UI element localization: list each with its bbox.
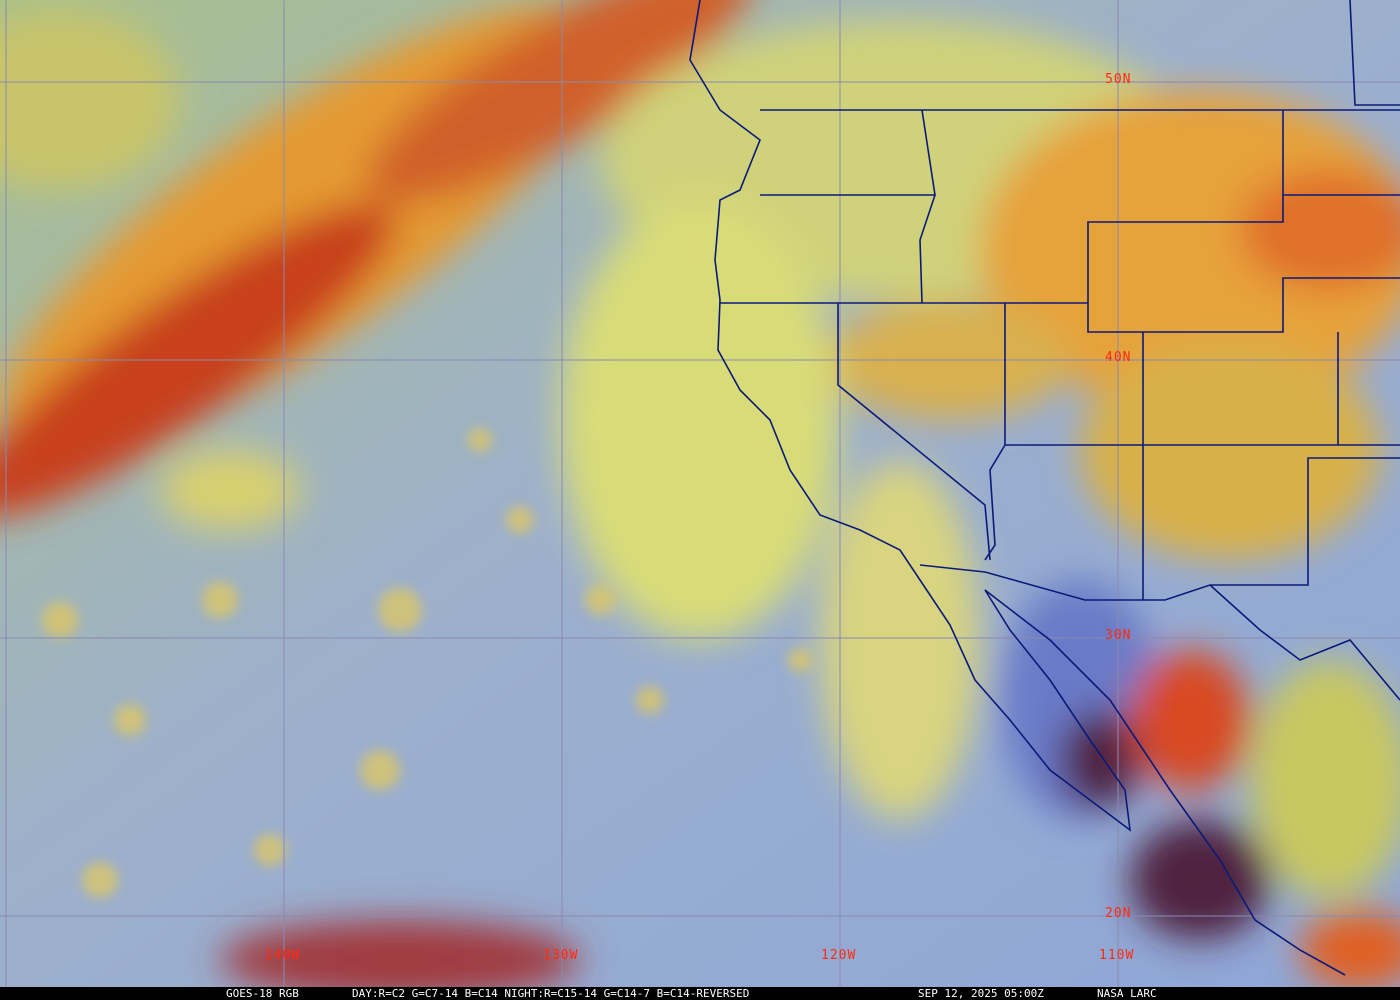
coastline — [689, 0, 1346, 976]
caption-source: NASA LARC — [1097, 987, 1157, 1000]
state-borders — [720, 0, 1400, 601]
caption-product: GOES-18 RGB — [226, 987, 299, 1000]
caption-recipe: DAY:R=C2 G=C7-14 B=C14 NIGHT:R=C15-14 G=… — [352, 987, 750, 1000]
lat-label-30n: 30N — [1105, 628, 1132, 643]
lat-label-50n: 50N — [1105, 72, 1132, 87]
scattered-clouds — [42, 428, 812, 898]
lat-label-20n: 20N — [1105, 906, 1132, 921]
mexico-border — [1209, 584, 1400, 701]
caption-timestamp: SEP 12, 2025 05:00Z — [918, 987, 1044, 1000]
caption-bar: GOES-18 RGB DAY:R=C2 G=C7-14 B=C14 NIGHT… — [0, 987, 1400, 1000]
lon-label-140w: 140W — [265, 948, 301, 963]
lon-label-120w: 120W — [821, 948, 857, 963]
lon-label-130w: 130W — [543, 948, 579, 963]
boundaries — [689, 0, 1400, 976]
lat-label-40n: 40N — [1105, 350, 1132, 365]
lon-label-110w: 110W — [1099, 948, 1135, 963]
